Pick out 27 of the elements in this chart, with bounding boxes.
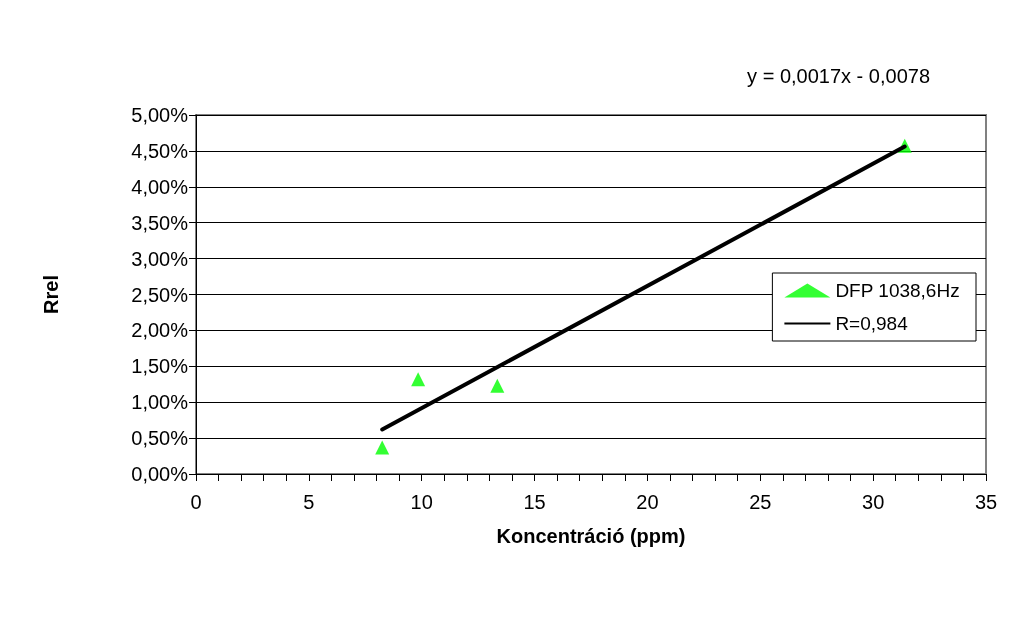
x-tick-label: 20 [636,491,659,513]
point [411,372,426,387]
y-tick-label: 4,00% [131,175,189,198]
x-axis-title: Koncentráció (ppm) [496,525,686,547]
y-tick-label: 2,50% [131,283,189,306]
x-tick-label: 0 [190,491,202,513]
y-tick-label: 1,50% [131,355,189,378]
x-tick-label: 35 [974,491,998,513]
y-axis-title: Rrel [40,275,62,314]
y-tick-label: 3,50% [131,211,189,234]
point [375,440,390,455]
y-tick-label: 2,00% [131,319,189,342]
x-tick-label: 10 [410,491,433,513]
legend-label: DFP 1038,6Hz [835,280,960,301]
x-tick-label: 5 [303,491,315,513]
y-tick-label: 0,00% [131,463,189,485]
y-tick-label: 3,00% [131,247,189,270]
y-tick-label: 1,00% [131,391,189,414]
y-tick-label: 4,50% [131,139,189,162]
x-tick-label: 25 [749,491,772,513]
x-tick-label: 15 [523,491,546,513]
x-tick-label: 30 [862,491,885,513]
y-tick-label: 5,00% [131,104,189,126]
y-tick-label: 0,50% [131,427,189,450]
legend-label: R=0,984 [835,313,909,334]
text: y = 0,0017x - 0,0078 [747,65,931,87]
point [490,378,505,393]
